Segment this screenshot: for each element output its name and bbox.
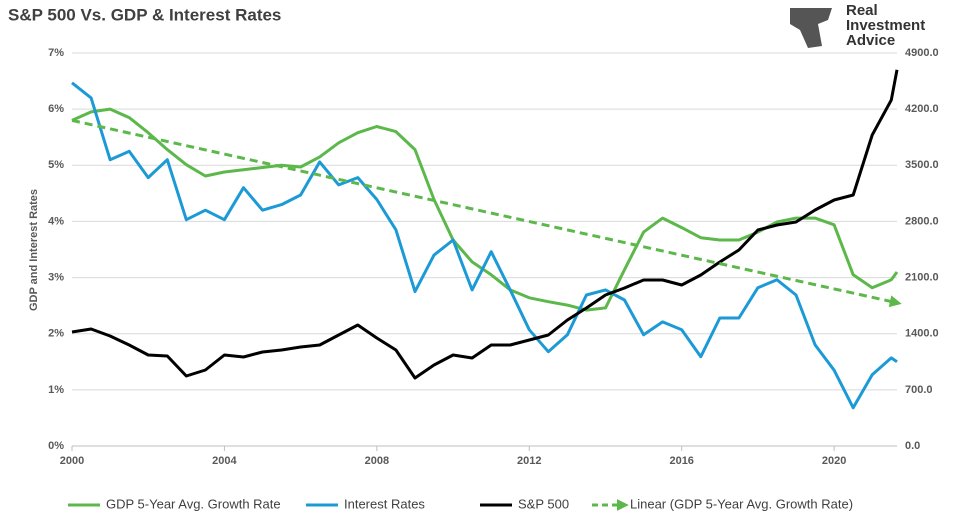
y2-tick-label: 700.0 bbox=[905, 384, 933, 396]
y-tick-label: 2% bbox=[48, 328, 64, 340]
y-tick-label: 0% bbox=[48, 440, 64, 452]
y2-tick-label: 4200.0 bbox=[905, 103, 939, 115]
x-tick-label: 2000 bbox=[60, 455, 84, 467]
x-tick-label: 2008 bbox=[365, 455, 389, 467]
series-line bbox=[71, 69, 899, 380]
y-tick-label: 6% bbox=[48, 103, 64, 115]
legend-label: S&P 500 bbox=[518, 496, 569, 511]
x-tick-label: 2016 bbox=[669, 455, 693, 467]
y-tick-label: 5% bbox=[48, 159, 64, 171]
y2-tick-label: 1400.0 bbox=[905, 328, 939, 340]
series-line bbox=[71, 81, 898, 410]
y-tick-label: 4% bbox=[48, 215, 64, 227]
x-tick-label: 2012 bbox=[517, 455, 541, 467]
x-tick-label: 2020 bbox=[822, 455, 846, 467]
y-tick-label: 7% bbox=[48, 47, 64, 59]
logo-text: Advice bbox=[846, 32, 895, 49]
x-tick-label: 2004 bbox=[212, 455, 237, 467]
y-tick-label: 3% bbox=[48, 271, 64, 283]
logo: Real Investment Advice bbox=[790, 2, 925, 49]
y2-tick-label: 2800.0 bbox=[905, 215, 939, 227]
logo-text: Investment bbox=[846, 17, 925, 34]
y2-tick-label: 3500.0 bbox=[905, 159, 939, 171]
chart-title: S&P 500 Vs. GDP & Interest Rates bbox=[8, 5, 281, 24]
y-axis-title: GDP and Interest Rates bbox=[28, 189, 40, 311]
y2-tick-label: 0.0 bbox=[905, 440, 920, 452]
y2-tick-label: 2100.0 bbox=[905, 271, 939, 283]
logo-icon bbox=[790, 8, 832, 48]
legend-label: Interest Rates bbox=[344, 496, 425, 511]
series-line bbox=[71, 118, 902, 308]
legend-label: GDP 5-Year Avg. Growth Rate bbox=[106, 496, 281, 511]
logo-text: Real bbox=[846, 2, 878, 19]
y2-tick-label: 4900.0 bbox=[905, 47, 939, 59]
legend-label: Linear (GDP 5-Year Avg. Growth Rate) bbox=[630, 496, 853, 511]
y-tick-label: 1% bbox=[48, 384, 64, 396]
